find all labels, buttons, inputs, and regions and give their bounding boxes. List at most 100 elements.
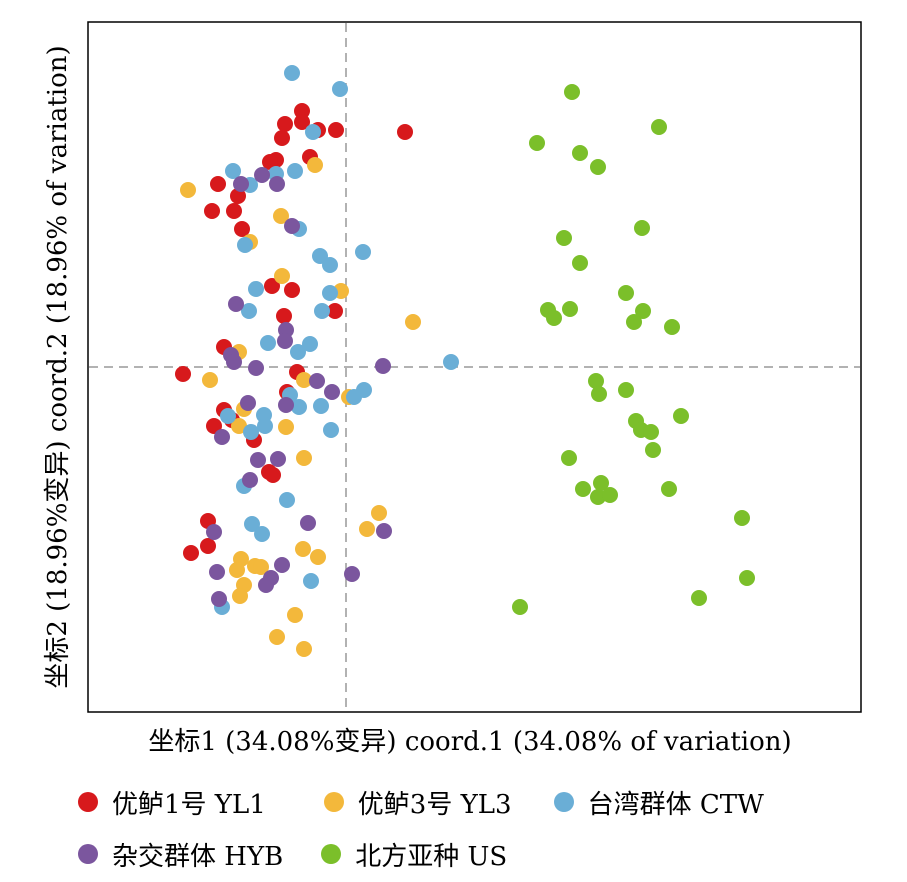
point-series5-16: [588, 373, 604, 389]
point-series1-16: [264, 278, 280, 294]
point-series1-29: [265, 467, 281, 483]
point-series1-2: [277, 116, 293, 132]
x-axis-label: 坐标1 (34.08%变异) coord.1 (34.08% of variat…: [148, 727, 791, 757]
point-series1-4: [274, 130, 290, 146]
point-series3-12: [355, 244, 371, 260]
legend-marker-ctw: [553, 792, 574, 812]
point-series4-4: [284, 218, 300, 234]
point-series1-31: [183, 545, 199, 561]
point-series3-33: [244, 516, 260, 532]
y-axis-label: 坐标2 (18.96%变异) coord.2 (18.96% of variat…: [43, 45, 73, 688]
point-series1-15: [234, 221, 250, 237]
point-series2-22: [295, 541, 311, 557]
point-series3-30: [323, 422, 339, 438]
point-series4-13: [324, 384, 340, 400]
point-series5-25: [575, 481, 591, 497]
point-series4-14: [278, 397, 294, 413]
point-series5-15: [664, 319, 680, 335]
point-series1-11: [210, 176, 226, 192]
data-points: [175, 65, 755, 657]
point-series3-3: [305, 124, 321, 140]
point-series5-9: [618, 285, 634, 301]
point-series4-27: [344, 566, 360, 582]
point-series3-25: [346, 389, 362, 405]
point-series3-9: [237, 237, 253, 253]
legend-marker-us: [321, 844, 342, 864]
point-series3-11: [322, 257, 338, 273]
point-series1-32: [200, 538, 216, 554]
point-series3-29: [243, 424, 259, 440]
point-series4-18: [270, 451, 286, 467]
point-series5-30: [734, 510, 750, 526]
point-series5-6: [634, 220, 650, 236]
point-series1-14: [204, 203, 220, 219]
legend-row-1: 优鲈1号 YL1 优鲈3号 YL3 台湾群体 CTW: [70, 776, 890, 828]
point-series1-21: [175, 366, 191, 382]
point-series3-14: [322, 285, 338, 301]
point-series2-14: [278, 419, 294, 435]
point-series4-17: [250, 452, 266, 468]
point-series2-10: [296, 372, 312, 388]
legend-label-yl1: 优鲈1号 YL1: [112, 789, 266, 820]
point-series2-2: [180, 182, 196, 198]
point-series2-13: [231, 418, 247, 434]
point-series2-21: [253, 559, 269, 575]
legend-marker-yl3: [323, 792, 344, 812]
point-series2-3: [273, 208, 289, 224]
point-series2-23: [310, 549, 326, 565]
point-series2-17: [359, 521, 375, 537]
point-series4-23: [274, 557, 290, 573]
legend-item-yl1: 优鲈1号 YL1: [70, 784, 266, 821]
point-series1-1: [294, 103, 310, 119]
point-series3-6: [287, 163, 303, 179]
point-series2-27: [269, 629, 285, 645]
point-series2-16: [371, 505, 387, 521]
point-series4-5: [228, 296, 244, 312]
point-series3-32: [279, 492, 295, 508]
point-series3-1: [284, 65, 300, 81]
point-series2-19: [229, 562, 245, 578]
point-series4-11: [248, 360, 264, 376]
legend-row-2: 杂交群体 HYB 北方亚种 US: [70, 828, 890, 880]
point-series1-13: [226, 203, 242, 219]
point-series1-19: [327, 303, 343, 319]
point-series3-23: [291, 399, 307, 415]
point-series5-17: [618, 382, 634, 398]
point-series1-12: [230, 188, 246, 204]
point-series4-7: [277, 333, 293, 349]
point-series2-28: [296, 641, 312, 657]
point-series3-13: [248, 281, 264, 297]
point-series2-25: [232, 588, 248, 604]
point-series5-4: [572, 145, 588, 161]
point-series1-6: [328, 122, 344, 138]
point-series3-16: [314, 303, 330, 319]
point-series5-31: [739, 570, 755, 586]
point-series5-1: [564, 84, 580, 100]
point-series1-7: [397, 124, 413, 140]
point-series2-1: [307, 157, 323, 173]
point-series5-22: [643, 424, 659, 440]
legend: 优鲈1号 YL1 优鲈3号 YL3 台湾群体 CTW 杂交群体 HYB 北方亚种…: [70, 776, 890, 880]
legend-label-yl3: 优鲈3号 YL3: [357, 789, 512, 820]
point-series4-20: [300, 515, 316, 531]
point-series4-3: [269, 176, 285, 192]
legend-label-hyb: 杂交群体 HYB: [112, 841, 284, 872]
point-series2-9: [202, 372, 218, 388]
point-series2-15: [296, 450, 312, 466]
point-series4-22: [206, 524, 222, 540]
point-series4-9: [226, 354, 242, 370]
legend-item-us: 北方亚种 US: [313, 836, 507, 873]
point-series4-1: [233, 176, 249, 192]
point-series1-3: [294, 114, 310, 130]
point-series5-8: [572, 255, 588, 271]
point-series5-33: [512, 599, 528, 615]
point-series3-35: [303, 573, 319, 589]
point-series5-11: [546, 310, 562, 326]
point-series5-29: [661, 481, 677, 497]
point-series5-7: [556, 230, 572, 246]
point-series3-24: [313, 398, 329, 414]
legend-marker-hyb: [78, 844, 98, 864]
point-series5-5: [590, 159, 606, 175]
point-series5-19: [673, 408, 689, 424]
